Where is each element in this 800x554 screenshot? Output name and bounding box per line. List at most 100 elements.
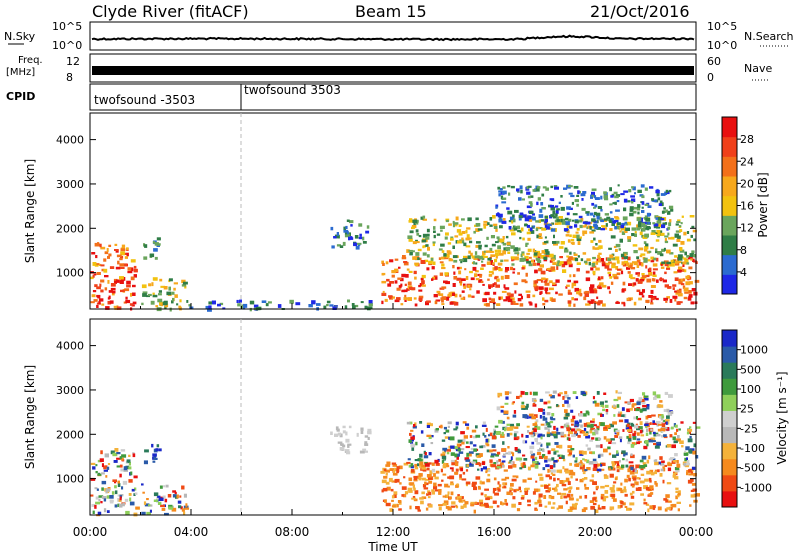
velocity-echo-cell [611,461,615,464]
power-echo-cell [418,295,424,299]
power-echo-cell [689,253,694,257]
velocity-echo-cell [650,472,655,476]
power-echo-cell [546,268,551,271]
power-echo-cell [651,230,656,234]
power-echo-cell [597,254,600,259]
velocity-echo-cell [649,431,652,435]
velocity-echo-cell [656,394,661,399]
velocity-echo-cell [629,502,635,506]
power-echo-cell [527,237,531,241]
power-echo-cell [597,284,602,288]
velocity-echo-cell [134,487,137,491]
power-echo-cell [132,292,136,296]
velocity-echo-cell [632,490,635,494]
power-echo-cell [467,284,471,288]
velocity-echo-cell [592,467,598,471]
power-echo-cell [109,300,114,304]
power-echo-cell [660,263,663,266]
power-echo-cell [612,220,617,224]
power-echo-cell [511,263,515,266]
velocity-echo-cell [540,484,544,487]
power-echo-cell [536,186,541,189]
velocity-echo-cell [559,392,563,395]
power-echo-cell [143,243,146,247]
velocity-echo-cell [455,462,459,467]
velocity-echo-cell [442,447,448,451]
power-echo-cell [95,255,98,259]
power-echo-cell [535,257,541,261]
power-echo-cell [528,301,532,304]
velocity-echo-cell [629,470,635,475]
power-echo-cell [582,233,585,236]
power-echo-cell [604,264,610,269]
velocity-echo-cell [566,493,571,498]
velocity-echo-cell [610,493,616,497]
velocity-echo-cell [410,469,415,473]
power-echo-cell [104,287,108,291]
velocity-echo-cell [386,486,391,491]
velocity-echo-cell [514,447,518,451]
velocity-echo-cell [547,468,550,473]
power-echo-cell [614,256,620,261]
velocity-echo-cell [554,486,558,490]
velocity-echo-cell [565,412,570,417]
velocity-echo-cell [534,501,538,505]
power-echo-cell [400,303,404,306]
velocity-echo-cell [564,480,570,483]
velocity-echo-cell [629,492,633,496]
velocity-echo-cell [582,465,585,469]
power-echo-cell [160,285,165,288]
velocity-echo-cell [520,405,526,409]
power-echo-cell [525,242,529,245]
velocity-echo-cell [592,503,597,506]
power-echo-cell [567,279,571,283]
velocity-colorbar-swatch [722,362,737,379]
power-echo-cell [461,231,466,234]
power-echo-cell [647,259,651,262]
power-echo-cell [581,207,586,211]
velocity-echo-cell [114,490,118,495]
power-echo-cell [489,261,493,265]
power-echo-cell [690,258,693,261]
velocity-echo-cell [673,460,677,463]
power-echo-cell [460,278,466,281]
velocity-echo-cell [545,391,550,394]
velocity-echo-cell [124,498,129,502]
velocity-echo-cell [524,491,528,495]
power-echo-cell [593,288,597,292]
power-echo-cell [677,257,683,261]
power-echo-cell [350,236,353,240]
velocity-echo-cell [595,430,599,435]
velocity-echo-cell [552,433,557,436]
velocity-colorbar-tick-label: -1000 [740,481,772,494]
velocity-echo-cell [686,471,689,476]
velocity-echo-cell [684,450,687,453]
velocity-echo-cell [478,485,481,489]
velocity-echo-cell [539,398,544,402]
power-echo-cell [610,235,616,239]
power-echo-cell [433,294,438,298]
velocity-echo-cell [513,489,517,493]
power-echo-cell [635,278,639,282]
power-echo-cell [582,221,587,224]
power-echo-cell [595,212,601,217]
velocity-echo-cell [480,503,486,507]
power-echo-cell [569,251,572,255]
velocity-echo-cell [569,462,572,466]
power-echo-cell [545,292,551,295]
velocity-echo-cell [451,461,456,466]
power-echo-cell [339,245,344,248]
power-echo-cell [482,283,485,286]
velocity-echo-cell [693,443,696,448]
power-echo-cell [650,297,655,301]
velocity-echo-cell [654,461,659,466]
power-echo-cell [560,206,565,211]
velocity-echo-cell [564,391,568,395]
velocity-echo-cell [183,511,186,515]
power-echo-cell [512,268,516,271]
power-colorbar-swatch [722,254,737,275]
velocity-echo-cell [119,473,122,478]
velocity-echo-cell [510,492,513,496]
velocity-echo-cell [497,481,500,485]
